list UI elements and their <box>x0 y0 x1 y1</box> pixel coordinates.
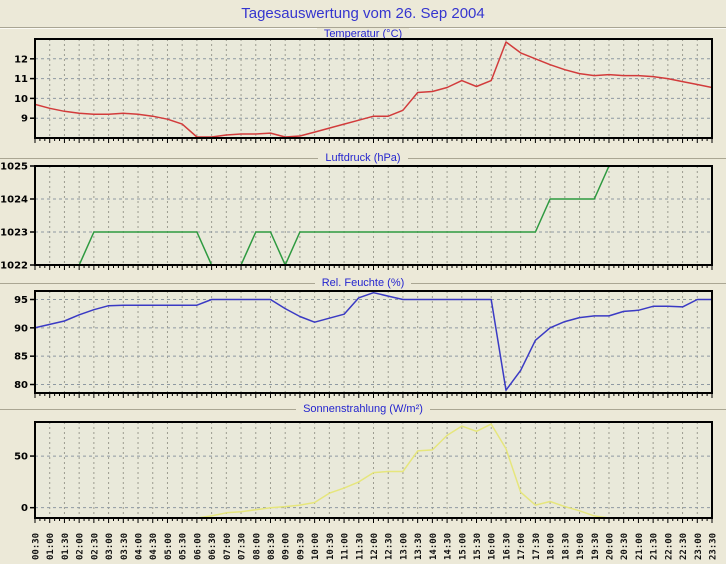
x-tick-label: 07:00 <box>223 533 233 560</box>
plot-area-temperatur <box>35 39 712 138</box>
x-tick-label: 04:00 <box>135 533 145 560</box>
x-tick-label: 22:00 <box>664 533 674 560</box>
x-tick-label: 05:00 <box>164 533 174 560</box>
x-tick-label: 04:30 <box>149 533 159 560</box>
x-tick-label: 11:00 <box>341 533 351 560</box>
x-tick-label: 08:00 <box>252 533 262 560</box>
x-tick-label: 20:30 <box>620 533 630 560</box>
y-tick-label: 80 <box>14 380 28 391</box>
x-ticks-temperatur <box>34 139 713 143</box>
plot-area-luftdruck <box>35 166 712 265</box>
y-tick-label: 50 <box>14 452 28 463</box>
x-tick-label: 01:30 <box>61 533 71 560</box>
x-tick-label: 14:30 <box>444 533 454 560</box>
chart-title-temperatur-label: Temperatur (°C) <box>316 28 410 40</box>
x-ticks-luftdruck <box>34 266 713 270</box>
y-tick-label: 95 <box>14 295 28 306</box>
plot-border-sonnenstrahlung <box>34 421 713 519</box>
chart-title-sonnenstrahlung: Sonnenstrahlung (W/m²) <box>0 403 726 415</box>
x-tick-label: 09:30 <box>296 533 306 560</box>
y-tick-label: 85 <box>14 352 28 363</box>
x-tick-label: 14:00 <box>429 533 439 560</box>
x-tick-label: 10:00 <box>311 533 321 560</box>
page-title: Tagesauswertung vom 26. Sep 2004 <box>241 5 485 22</box>
x-tick-label: 07:30 <box>238 533 248 560</box>
x-tick-label: 20:00 <box>605 533 615 560</box>
chart-sonnenstrahlung: 0 50 <box>14 421 713 523</box>
x-tick-label: 01:00 <box>46 533 56 560</box>
x-tick-label: 06:00 <box>193 533 203 560</box>
y-tick-label: 9 <box>21 114 28 125</box>
x-tick-label: 06:30 <box>208 533 218 560</box>
x-tick-label: 03:30 <box>120 533 130 560</box>
plot-border-rel-feuchte <box>34 290 713 394</box>
chart-title-luftdruck-label: Luftdruck (hPa) <box>318 152 408 164</box>
chart-title-rel-feuchte-label: Rel. Feuchte (%) <box>314 277 412 289</box>
y-tick-label: 1022 <box>0 261 28 272</box>
grid-temperatur <box>35 39 713 138</box>
x-tick-label: 13:30 <box>414 533 424 560</box>
grid-rel-feuchte <box>35 291 713 393</box>
x-tick-label: 23:30 <box>709 533 719 560</box>
x-tick-label: 11:30 <box>355 533 365 560</box>
x-tick-label: 15:00 <box>458 533 468 560</box>
x-tick-label: 08:30 <box>267 533 277 560</box>
chart-title-sonnenstrahlung-label: Sonnenstrahlung (W/m²) <box>296 403 430 415</box>
plot-border-temperatur <box>34 38 713 139</box>
y-tick-label: 1025 <box>0 162 28 173</box>
x-tick-label: 17:00 <box>517 533 527 560</box>
y-tick-label: 10 <box>14 94 28 105</box>
luftdruck-series-line <box>35 166 712 265</box>
x-tick-label: 02:00 <box>76 533 86 560</box>
x-tick-label: 13:00 <box>399 533 409 560</box>
x-tick-label: 21:30 <box>650 533 660 560</box>
x-tick-label: 02:30 <box>90 533 100 560</box>
x-tick-label: 09:00 <box>282 533 292 560</box>
grid-sonnenstrahlung <box>35 422 713 518</box>
rel-feuchte-series-line <box>35 291 712 391</box>
x-tick-label: 16:30 <box>502 533 512 560</box>
x-tick-label: 12:00 <box>370 533 380 560</box>
y-tick-label: 11 <box>14 74 28 85</box>
x-tick-label: 03:00 <box>105 533 115 560</box>
x-tick-label: 17:30 <box>532 533 542 560</box>
x-tick-label: 16:00 <box>488 533 498 560</box>
x-tick-label: 19:30 <box>591 533 601 560</box>
x-tick-label: 18:00 <box>547 533 557 560</box>
y-tick-label: 90 <box>14 323 28 334</box>
y-tick-label: 0 <box>21 503 28 514</box>
x-ticks-sonnenstrahlung <box>34 519 713 523</box>
x-axis-labels: 00:30 01:00 01:30 02:00 02:30 03:00 03:30 04:00… <box>32 533 719 560</box>
chart-title-temperatur: Temperatur (°C) <box>0 28 726 40</box>
chart-title-luftdruck: Luftdruck (hPa) <box>0 152 726 164</box>
x-tick-label: 21:00 <box>635 533 645 560</box>
sonnenstrahlung-series-line <box>35 423 712 518</box>
x-tick-label: 22:30 <box>679 533 689 560</box>
x-tick-label: 12:30 <box>385 533 395 560</box>
x-tick-label: 23:00 <box>694 533 704 560</box>
y-tick-label: 12 <box>14 54 28 65</box>
temperatur-series-line <box>35 41 712 138</box>
x-tick-label: 15:30 <box>473 533 483 560</box>
x-tick-label: 10:30 <box>326 533 336 560</box>
y-tick-label: 1024 <box>0 195 28 206</box>
chart-luftdruck: 1022 1023 1024 1025 <box>0 162 713 272</box>
chart-rel-feuchte: 80 85 90 95 <box>14 290 713 398</box>
y-tick-label: 1023 <box>0 228 28 239</box>
chart-title-rel-feuchte: Rel. Feuchte (%) <box>0 277 726 289</box>
x-ticks-rel-feuchte <box>34 394 713 398</box>
x-tick-label: 18:30 <box>561 533 571 560</box>
x-tick-label: 00:30 <box>32 533 42 560</box>
x-tick-label: 05:30 <box>179 533 189 560</box>
x-tick-label: 19:00 <box>576 533 586 560</box>
chart-temperatur: 9 10 11 12 <box>14 38 713 143</box>
plot-border-luftdruck <box>34 165 713 266</box>
